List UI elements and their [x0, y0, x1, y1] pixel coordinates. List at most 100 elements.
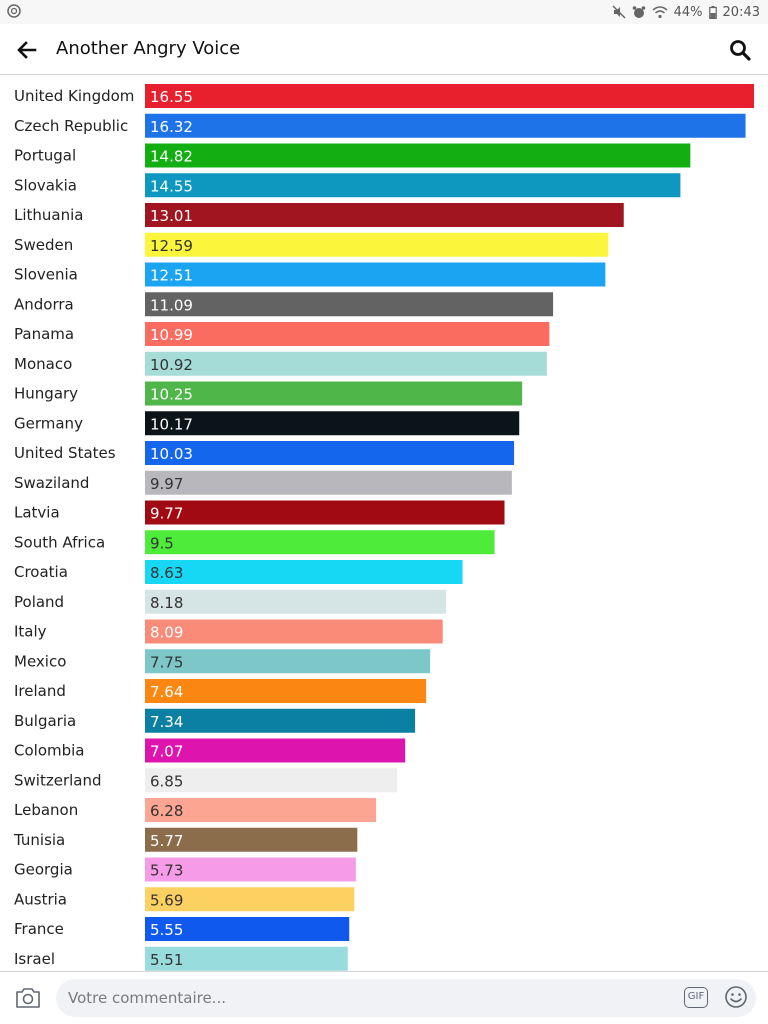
category-label: Italy [14, 623, 47, 641]
bar-chart: United Kingdom 16.55 Czech Republic 16.32 Po… [13, 84, 754, 971]
value-label: 10.03 [150, 445, 193, 463]
bar [145, 173, 681, 198]
category-label: Slovenia [14, 266, 78, 284]
bar [145, 827, 358, 852]
value-label: 10.99 [150, 326, 193, 344]
bar [145, 649, 431, 674]
back-button[interactable] [12, 36, 42, 64]
value-label: 13.01 [150, 207, 193, 225]
bar [145, 232, 609, 257]
value-label: 7.07 [150, 743, 183, 761]
status-bar: 44% 20:43 [0, 0, 768, 24]
category-label: United States [14, 444, 116, 462]
bar [145, 203, 624, 227]
value-label: 9.77 [150, 505, 183, 523]
category-label: Georgia [14, 861, 73, 879]
category-label: Poland [14, 593, 64, 611]
bar [145, 589, 447, 614]
app-notification-icon [7, 4, 21, 18]
bar [145, 113, 746, 138]
back-arrow-icon [17, 41, 37, 59]
category-label: Lithuania [14, 206, 83, 224]
value-label: 8.09 [150, 624, 183, 642]
category-label: Switzerland [14, 771, 102, 789]
value-label: 14.82 [150, 148, 193, 166]
bar [145, 322, 550, 346]
bar [145, 381, 523, 406]
mute-icon [612, 5, 626, 19]
bar [145, 500, 505, 525]
category-label: Israel [14, 950, 55, 968]
bar [145, 530, 495, 555]
category-label: Panama [14, 325, 74, 343]
category-label: Slovakia [14, 176, 77, 194]
emoji-icon[interactable] [724, 985, 748, 1009]
value-label: 8.18 [150, 594, 183, 612]
value-label: 12.51 [150, 267, 193, 285]
value-label: 9.5 [150, 534, 174, 552]
value-label: 11.09 [150, 296, 193, 314]
bar [145, 857, 356, 882]
value-label: 7.75 [150, 653, 183, 671]
category-label: Mexico [14, 652, 66, 670]
bar [145, 738, 406, 763]
value-label: 10.25 [150, 386, 193, 404]
value-label: 5.77 [150, 832, 183, 850]
category-label: France [14, 920, 64, 938]
battery-percent: 44% [673, 4, 703, 20]
bar [145, 292, 554, 317]
app-bar: Another Angry Voice [0, 24, 768, 75]
value-label: 5.69 [150, 891, 183, 909]
category-label: Andorra [14, 295, 74, 313]
value-label: 10.17 [150, 415, 193, 433]
value-label: 10.92 [150, 356, 193, 374]
category-label: Germany [14, 414, 83, 432]
bar [145, 351, 547, 376]
value-label: 6.28 [150, 802, 183, 820]
category-label: Lebanon [14, 801, 78, 819]
bar [145, 946, 348, 971]
alarm-icon [632, 6, 645, 18]
category-label: Croatia [14, 563, 68, 581]
value-label: 16.32 [150, 118, 193, 136]
bar [145, 411, 520, 436]
value-label: 5.51 [150, 951, 183, 969]
search-icon [730, 40, 751, 61]
bar [145, 768, 398, 793]
category-label: Czech Republic [14, 117, 128, 135]
wifi-icon [652, 6, 668, 19]
bar [145, 143, 691, 168]
bar [145, 917, 350, 941]
value-label: 5.73 [150, 862, 183, 880]
value-label: 7.34 [150, 713, 183, 731]
category-label: South Africa [14, 533, 105, 551]
value-label: 9.97 [150, 475, 183, 493]
comment-input[interactable] [56, 979, 756, 1017]
category-label: Colombia [14, 742, 85, 760]
value-label: 8.63 [150, 564, 183, 582]
gif-button[interactable]: GIF [684, 987, 708, 1008]
bar [145, 619, 443, 644]
bar [145, 798, 377, 822]
clock: 20:43 [722, 4, 760, 20]
bar [145, 560, 463, 584]
status-bar-right: 44% 20:43 [612, 3, 760, 21]
comment-bar: GIF [0, 971, 768, 1024]
value-label: 6.85 [150, 772, 183, 790]
chart-image: United Kingdom 16.55 Czech Republic 16.32 Po… [0, 76, 768, 971]
category-label: Monaco [14, 355, 72, 373]
bar [145, 470, 512, 495]
category-label: Austria [14, 890, 67, 908]
category-label: Latvia [14, 504, 60, 522]
search-button[interactable] [726, 36, 754, 64]
category-label: Tunisia [13, 831, 65, 849]
category-label: Bulgaria [14, 712, 76, 730]
category-label: Ireland [14, 682, 66, 700]
bar [145, 708, 416, 733]
bar [145, 262, 606, 287]
category-label: Hungary [14, 385, 78, 403]
camera-icon[interactable] [14, 985, 42, 1011]
bar [145, 887, 355, 912]
bar [145, 441, 515, 465]
value-label: 5.55 [150, 921, 183, 939]
